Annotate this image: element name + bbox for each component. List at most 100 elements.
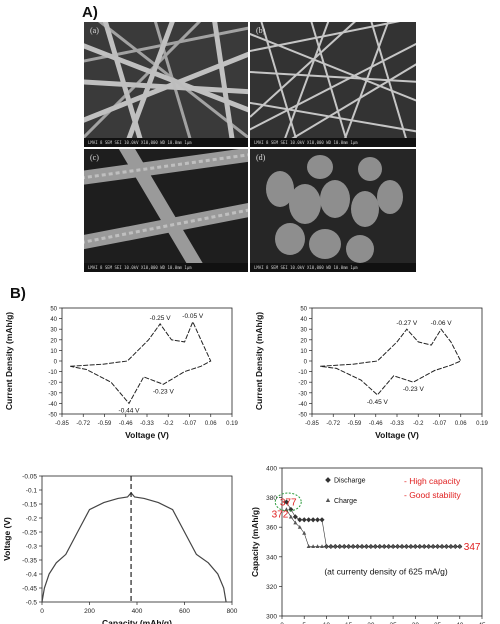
charge-point: [355, 544, 360, 549]
y-tick-label: -0.3: [26, 544, 38, 551]
x-tick-label: 600: [179, 608, 190, 615]
y-tick-label: 300: [266, 614, 277, 621]
charge-point: [288, 514, 293, 519]
legend-charge-marker: [325, 498, 331, 502]
y-tick-label: 360: [266, 525, 277, 532]
discharge-line: [286, 501, 460, 547]
x-tick-label: -0.33: [140, 421, 154, 427]
x-tick-label: -0.46: [119, 421, 133, 427]
y-tick-label: -0.2: [26, 516, 38, 523]
discharge-point: [297, 517, 303, 523]
charge-point: [311, 544, 316, 549]
peak-annotation: -0.25 V: [150, 315, 172, 322]
charge-point: [413, 544, 418, 549]
charge-point: [364, 544, 369, 549]
x-tick-label: -0.2: [413, 421, 424, 427]
discharge-point: [283, 499, 289, 505]
charge-point: [302, 530, 307, 535]
peak-annotation: -0.23 V: [403, 386, 425, 393]
plot-frame: [61, 307, 233, 415]
cv-curve: [70, 320, 212, 405]
charge-point: [444, 544, 449, 549]
charge-point: [395, 544, 400, 549]
y-tick-label: 10: [300, 349, 307, 355]
y-tick-label: -0.5: [26, 600, 38, 607]
y-tick-label: -0.4: [26, 572, 38, 579]
x-axis-label: Voltage (V): [375, 430, 419, 440]
sem-image-b: (b) LMAI 8 SEM SEI 10.0kV X10,000 WD 10.…: [250, 22, 416, 147]
peak-annotation: -0.45 V: [367, 399, 389, 406]
sem-image-a-art: [84, 22, 248, 147]
charge-point: [386, 544, 391, 549]
x-tick-label: 45: [478, 622, 486, 624]
y-tick-label: -0.05: [22, 474, 37, 481]
y-tick-label: 40: [300, 317, 307, 323]
charge-point: [417, 544, 422, 549]
charge-point: [333, 544, 338, 549]
legend-discharge-label: Discharge: [334, 478, 366, 485]
x-tick-label: 15: [345, 622, 353, 624]
y-tick-label: 320: [266, 584, 277, 591]
x-tick-label: 25: [389, 622, 397, 624]
sem-scalebar-b: LMAI 8 SEM SEI 10.0kV X10,000 WD 10.0mm …: [250, 138, 416, 147]
charge-point: [400, 544, 404, 549]
charge-point: [391, 544, 396, 549]
charge-point: [284, 507, 289, 512]
x-tick-label: 30: [412, 622, 420, 624]
y-tick-label: -30: [298, 391, 307, 397]
charge-point: [382, 544, 387, 549]
charge-point: [342, 544, 347, 549]
y-tick-label: -0.15: [22, 502, 37, 509]
x-tick-label: 0.19: [226, 421, 238, 427]
x-tick-label: -0.59: [348, 421, 362, 427]
charge-point: [373, 544, 378, 549]
y-tick-label: 20: [300, 338, 307, 344]
discharge-point: [319, 517, 325, 523]
charge-point: [404, 544, 409, 549]
y-tick-label: -10: [48, 370, 57, 376]
x-tick-label: 5: [302, 622, 306, 624]
voltage-curve: [41, 491, 227, 603]
charge-point: [435, 544, 440, 549]
sem-image-d: (d) LMAI 8 SEM SEI 10.0kV X10,000 WD 10.…: [250, 149, 416, 272]
x-tick-label: 0.06: [205, 421, 217, 427]
peak-annotation: -0.23 V: [153, 388, 175, 395]
charge-point: [426, 544, 431, 549]
y-tick-label: -20: [298, 381, 307, 387]
y-tick-label: 30: [50, 328, 57, 334]
y-tick-label: -0.45: [22, 586, 37, 593]
callout-347: 347: [464, 542, 481, 553]
x-tick-label: -0.59: [98, 421, 112, 427]
charge-point: [351, 544, 356, 549]
panel-b-label: B): [10, 285, 26, 302]
charge-point: [293, 520, 298, 525]
x-tick-label: 200: [84, 608, 95, 615]
sem-image-c-art: [84, 149, 248, 272]
y-tick-label: -0.35: [22, 558, 37, 565]
charge-point: [457, 544, 462, 549]
charge-point: [408, 544, 413, 549]
sem-image-b-art: [250, 22, 416, 147]
y-axis-label: Current Density (mAh/g): [254, 312, 264, 410]
peak-annotation: -0.05 V: [182, 313, 204, 320]
x-tick-label: 800: [227, 608, 238, 615]
y-tick-label: -0.1: [26, 488, 38, 495]
y-tick-label: -20: [48, 381, 57, 387]
charge-point: [360, 544, 364, 549]
charge-line: [286, 509, 460, 547]
x-tick-label: 35: [434, 622, 442, 624]
y-tick-label: 50: [50, 307, 57, 313]
y-tick-label: 10: [50, 349, 57, 355]
discharge-point: [310, 517, 316, 523]
y-tick-label: -0.25: [22, 530, 37, 537]
x-tick-label: 0: [40, 608, 44, 615]
y-tick-label: -50: [48, 413, 57, 419]
x-axis-label: Capacity (mAh/g): [102, 618, 172, 624]
discharge-point: [306, 517, 312, 523]
charge-point: [453, 544, 458, 549]
sem-image-a: (a) LMAI 8 SEM SEI 10.0kV X10,000 WD 10.…: [84, 22, 248, 147]
x-tick-label: 20: [367, 622, 375, 624]
y-tick-label: 340: [266, 554, 277, 561]
x-tick-label: -0.85: [55, 421, 69, 427]
peak-annotation: -0.27 V: [396, 320, 418, 327]
